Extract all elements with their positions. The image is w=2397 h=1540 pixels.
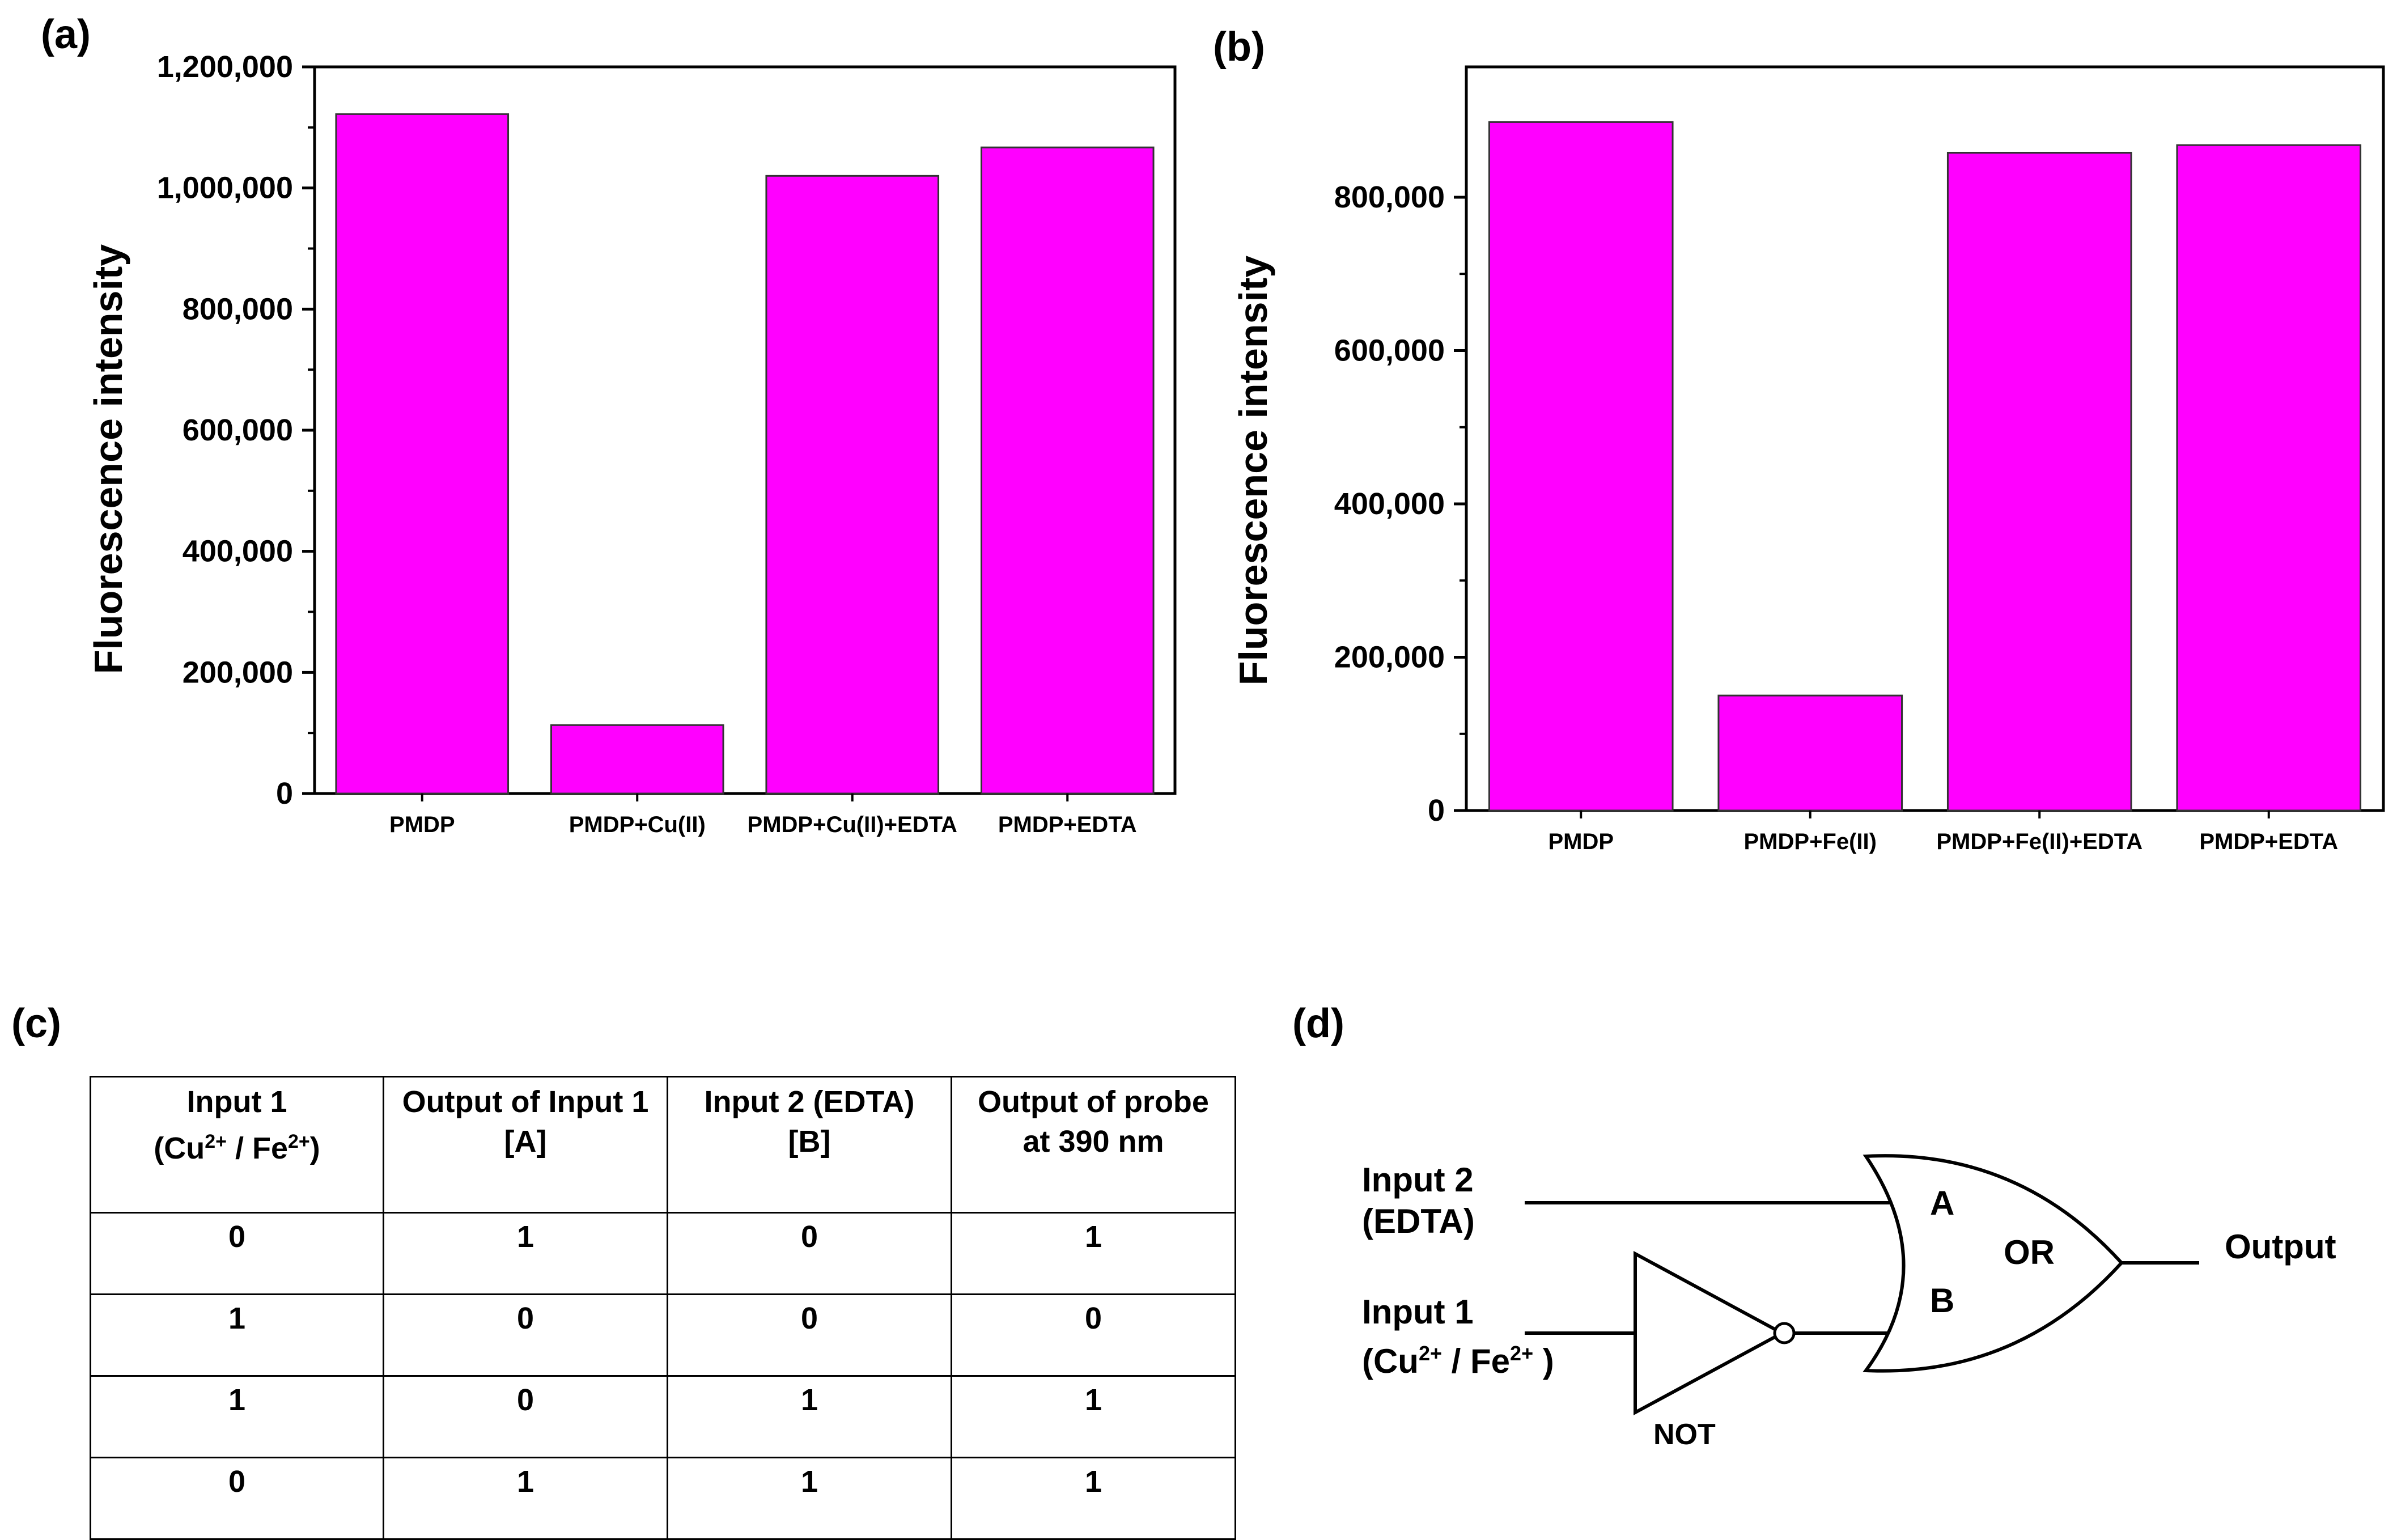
table-row: 1 0 0 0 (90, 1293, 1236, 1377)
table-cell: 1 (667, 1457, 952, 1540)
x-tick-label: PMDP+EDTA (998, 812, 1137, 837)
y-tick-label: 600,000 (1334, 333, 1445, 367)
not-gate (1634, 1250, 1786, 1416)
output-label: Output (2225, 1228, 2336, 1266)
x-tick-label: PMDP+Fe(II) (1744, 829, 1877, 854)
y-tick-label: 0 (1428, 794, 1445, 828)
y-tick-label: 1,200,000 (157, 50, 293, 84)
header-input1: Input 1 (Cu2+ / Fe2+) (90, 1076, 384, 1214)
header-text: / Fe (226, 1131, 288, 1165)
header-output-probe: Output of probe at 390 nm (951, 1076, 1236, 1214)
superscript: 2+ (288, 1131, 310, 1152)
table-row: 0 1 1 1 (90, 1457, 1236, 1540)
x-tick-label: PMDP (389, 812, 455, 837)
header-output-input1: Output of Input 1 [A] (383, 1076, 668, 1214)
table-cell: 0 (951, 1293, 1236, 1377)
y-tick-label: 600,000 (183, 413, 293, 447)
table-cell: 1 (383, 1457, 668, 1540)
y-tick-label: 200,000 (183, 655, 293, 689)
or-label: OR (2004, 1233, 2055, 1271)
panel-label-c: (c) (11, 1001, 61, 1046)
header-text: ) (309, 1131, 320, 1165)
not-label: NOT (1653, 1418, 1716, 1451)
header-line: (Cu2+ / Fe2+) (92, 1122, 382, 1168)
y-tick-label: 1,000,000 (157, 171, 293, 205)
bar (1717, 694, 1903, 812)
or-gate (1863, 1154, 2124, 1373)
logic-diagram: Input 2 (EDTA) Input 1 (Cu2+ / Fe2+ ) NO… (1362, 1154, 2336, 1451)
table-cell: 0 (383, 1293, 668, 1377)
y-tick-label: 400,000 (183, 534, 293, 569)
chart-b: Fluorescence intensity 0 200,000 400,000 60… (1231, 65, 2385, 854)
header-line: [A] (504, 1125, 547, 1159)
input2-label: Input 2 (1362, 1161, 1474, 1199)
truth-table: Input 1 (Cu2+ / Fe2+) Output of Input 1 … (90, 1076, 1236, 1540)
table-cell: 0 (90, 1457, 384, 1540)
table-cell: 0 (383, 1375, 668, 1458)
y-tick-label: 200,000 (1334, 640, 1445, 674)
bar (550, 724, 724, 795)
input1-label: Input 1 (1362, 1293, 1474, 1331)
header-line: [B] (788, 1125, 831, 1159)
y-tick-label: 800,000 (1334, 180, 1445, 214)
y-axis-label: Fluorescence intensity (1231, 256, 1275, 686)
panel-label-d: (d) (1292, 1001, 1344, 1046)
panel-label-a: (a) (41, 12, 91, 57)
pin-b-label: B (1930, 1282, 1954, 1320)
y-tick-label: 0 (276, 777, 293, 811)
header-line: Output of probe (978, 1085, 1209, 1119)
table-cell: 1 (667, 1375, 952, 1458)
y-axis-label: Fluorescence intensity (86, 244, 130, 674)
input1-sublabel: (Cu2+ / Fe2+ ) (1362, 1342, 1554, 1380)
input2-sublabel: (EDTA) (1362, 1202, 1475, 1240)
header-text: (Cu (154, 1131, 205, 1165)
table-cell: 1 (951, 1375, 1236, 1458)
not-bubble (1773, 1322, 1796, 1344)
x-tick-label: PMDP+Fe(II)+EDTA (1936, 829, 2143, 854)
x-tick-label: PMDP+Cu(II)+EDTA (748, 812, 957, 837)
bar (2176, 144, 2362, 812)
bar (1946, 151, 2132, 812)
header-line: at 390 nm (1023, 1125, 1164, 1159)
table-cell: 1 (90, 1293, 384, 1377)
input1-text: / Fe (1442, 1342, 1510, 1380)
header-line: Input 1 (186, 1085, 287, 1119)
table-cell: 1 (383, 1212, 668, 1295)
table-cell: 1 (951, 1457, 1236, 1540)
header-line: Input 2 (EDTA) (704, 1085, 915, 1119)
superscript: 2+ (1419, 1342, 1442, 1365)
header-input2: Input 2 (EDTA) [B] (667, 1076, 952, 1214)
table-cell: 0 (667, 1293, 952, 1377)
bar (1488, 121, 1674, 812)
bar (980, 146, 1155, 795)
input1-text: (Cu (1362, 1342, 1419, 1380)
header-line: Output of Input 1 (402, 1085, 649, 1119)
plot-frame (1465, 65, 2385, 812)
table-row: 0 1 0 1 (90, 1212, 1236, 1295)
panel-label-b: (b) (1213, 24, 1265, 70)
bar (335, 113, 510, 795)
x-tick-label: PMDP+EDTA (2199, 829, 2338, 854)
input1-text: ) (1533, 1342, 1554, 1380)
superscript: 2+ (1510, 1342, 1533, 1365)
table-header-row: Input 1 (Cu2+ / Fe2+) Output of Input 1 … (90, 1076, 1236, 1214)
y-tick-label: 400,000 (1334, 487, 1445, 521)
table-cell: 0 (667, 1212, 952, 1295)
table-cell: 0 (90, 1212, 384, 1295)
chart-a: Fluorescence intensity 0 200,000 400,000 60… (86, 50, 1177, 837)
x-tick-label: PMDP+Cu(II) (569, 812, 706, 837)
x-tick-label: PMDP (1548, 829, 1614, 854)
table-row: 1 0 1 1 (90, 1375, 1236, 1458)
table-cell: 1 (90, 1375, 384, 1458)
bar (765, 175, 940, 795)
superscript: 2+ (205, 1131, 227, 1152)
table-cell: 1 (951, 1212, 1236, 1295)
pin-a-label: A (1930, 1184, 1954, 1222)
y-tick-label: 800,000 (183, 292, 293, 326)
